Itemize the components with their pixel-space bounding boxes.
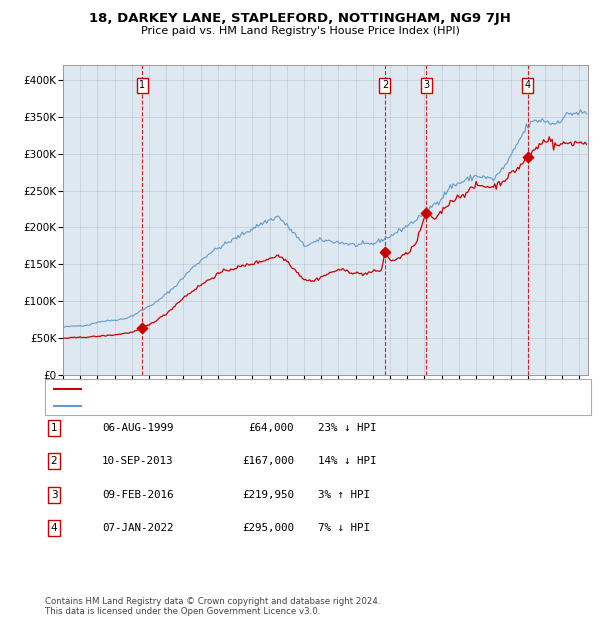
Text: 1: 1 xyxy=(139,80,145,91)
Text: 2: 2 xyxy=(382,80,388,91)
Text: Price paid vs. HM Land Registry's House Price Index (HPI): Price paid vs. HM Land Registry's House … xyxy=(140,26,460,36)
Text: 09-FEB-2016: 09-FEB-2016 xyxy=(102,490,173,500)
Text: 06-AUG-1999: 06-AUG-1999 xyxy=(102,423,173,433)
Point xyxy=(137,323,147,333)
Point xyxy=(523,153,533,162)
Text: Contains HM Land Registry data © Crown copyright and database right 2024.: Contains HM Land Registry data © Crown c… xyxy=(45,597,380,606)
Text: 18, DARKEY LANE, STAPLEFORD, NOTTINGHAM, NG9 7JH: 18, DARKEY LANE, STAPLEFORD, NOTTINGHAM,… xyxy=(89,12,511,25)
Text: 07-JAN-2022: 07-JAN-2022 xyxy=(102,523,173,533)
Point xyxy=(421,208,431,218)
Text: 23% ↓ HPI: 23% ↓ HPI xyxy=(318,423,377,433)
Text: This data is licensed under the Open Government Licence v3.0.: This data is licensed under the Open Gov… xyxy=(45,607,320,616)
Text: 3% ↑ HPI: 3% ↑ HPI xyxy=(318,490,370,500)
Text: £64,000: £64,000 xyxy=(248,423,294,433)
Text: 2: 2 xyxy=(50,456,58,466)
Text: £295,000: £295,000 xyxy=(242,523,294,533)
Text: 7% ↓ HPI: 7% ↓ HPI xyxy=(318,523,370,533)
Text: 4: 4 xyxy=(50,523,58,533)
Text: 3: 3 xyxy=(50,490,58,500)
Text: 3: 3 xyxy=(423,80,429,91)
Text: 18, DARKEY LANE, STAPLEFORD, NOTTINGHAM, NG9 7JH (detached house): 18, DARKEY LANE, STAPLEFORD, NOTTINGHAM,… xyxy=(88,384,441,394)
Text: £167,000: £167,000 xyxy=(242,456,294,466)
Text: HPI: Average price, detached house, Broxtowe: HPI: Average price, detached house, Brox… xyxy=(88,401,308,410)
Text: 10-SEP-2013: 10-SEP-2013 xyxy=(102,456,173,466)
Text: £219,950: £219,950 xyxy=(242,490,294,500)
Text: 1: 1 xyxy=(50,423,58,433)
Text: 14% ↓ HPI: 14% ↓ HPI xyxy=(318,456,377,466)
Point xyxy=(380,247,389,257)
Text: 4: 4 xyxy=(524,80,531,91)
